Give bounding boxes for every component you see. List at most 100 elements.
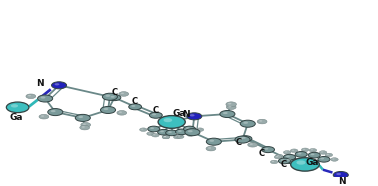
Circle shape [187, 133, 194, 136]
Circle shape [336, 173, 341, 175]
Circle shape [235, 136, 250, 143]
Circle shape [243, 122, 248, 124]
Circle shape [164, 136, 166, 137]
Circle shape [226, 102, 237, 107]
Text: Ga: Ga [9, 113, 23, 121]
Circle shape [285, 151, 287, 153]
Circle shape [81, 123, 91, 127]
Circle shape [276, 156, 278, 157]
Circle shape [150, 127, 154, 129]
Circle shape [148, 133, 151, 134]
Circle shape [297, 153, 301, 154]
Circle shape [188, 130, 193, 132]
Text: C: C [112, 88, 118, 97]
Circle shape [11, 104, 18, 108]
Circle shape [117, 110, 127, 115]
Circle shape [40, 96, 45, 99]
Circle shape [175, 129, 187, 135]
Circle shape [270, 160, 278, 164]
Circle shape [238, 137, 243, 140]
Circle shape [162, 135, 170, 139]
Text: C: C [281, 160, 287, 169]
Circle shape [189, 132, 197, 135]
Circle shape [295, 152, 307, 157]
Circle shape [226, 105, 236, 110]
Circle shape [149, 112, 162, 118]
Circle shape [121, 93, 124, 94]
Circle shape [178, 136, 180, 137]
Circle shape [175, 136, 177, 137]
Circle shape [208, 147, 211, 149]
Circle shape [284, 158, 297, 163]
Circle shape [141, 129, 144, 130]
Circle shape [284, 154, 296, 160]
Circle shape [228, 106, 231, 107]
Circle shape [240, 120, 255, 127]
Text: C: C [258, 149, 264, 158]
Circle shape [177, 135, 184, 139]
Circle shape [173, 132, 183, 137]
Circle shape [75, 114, 90, 121]
Circle shape [248, 142, 257, 147]
Circle shape [259, 120, 262, 122]
Circle shape [168, 131, 172, 133]
Circle shape [101, 106, 116, 113]
Circle shape [292, 150, 294, 151]
Text: N: N [338, 177, 345, 186]
Circle shape [319, 151, 327, 154]
Circle shape [152, 113, 156, 115]
Circle shape [83, 124, 86, 125]
Circle shape [105, 95, 110, 97]
Circle shape [321, 151, 323, 153]
Circle shape [54, 83, 59, 85]
Circle shape [28, 95, 31, 96]
Circle shape [158, 116, 185, 128]
Circle shape [276, 154, 283, 158]
Circle shape [178, 130, 182, 132]
Text: C: C [235, 138, 242, 147]
Text: C: C [132, 97, 138, 106]
Circle shape [164, 136, 166, 137]
Circle shape [290, 149, 298, 153]
Circle shape [147, 132, 154, 135]
Circle shape [131, 105, 135, 107]
Circle shape [139, 128, 147, 132]
Circle shape [303, 149, 305, 150]
Circle shape [333, 171, 348, 179]
Circle shape [286, 155, 290, 157]
Circle shape [301, 148, 309, 152]
Circle shape [198, 129, 200, 130]
Circle shape [51, 110, 56, 112]
Circle shape [119, 92, 129, 96]
Circle shape [185, 129, 200, 136]
Circle shape [325, 153, 333, 157]
Circle shape [190, 114, 195, 116]
Text: N: N [36, 79, 44, 88]
Circle shape [162, 135, 170, 139]
Circle shape [209, 140, 214, 142]
Circle shape [152, 134, 159, 137]
Text: C: C [153, 106, 159, 115]
Circle shape [311, 149, 313, 150]
Circle shape [166, 130, 178, 136]
Circle shape [186, 127, 190, 129]
Circle shape [51, 82, 67, 89]
Circle shape [129, 104, 141, 110]
Text: N: N [182, 110, 190, 119]
Circle shape [223, 112, 228, 114]
Circle shape [104, 108, 108, 110]
Circle shape [257, 119, 267, 124]
Circle shape [37, 95, 53, 102]
Circle shape [196, 128, 204, 132]
Circle shape [318, 156, 330, 162]
Circle shape [272, 161, 274, 162]
Circle shape [228, 103, 231, 104]
Circle shape [239, 136, 252, 142]
Circle shape [174, 135, 181, 139]
Circle shape [277, 155, 279, 156]
Circle shape [191, 133, 193, 134]
Circle shape [41, 115, 44, 117]
Circle shape [153, 134, 155, 135]
Circle shape [164, 118, 172, 122]
Circle shape [291, 158, 319, 171]
